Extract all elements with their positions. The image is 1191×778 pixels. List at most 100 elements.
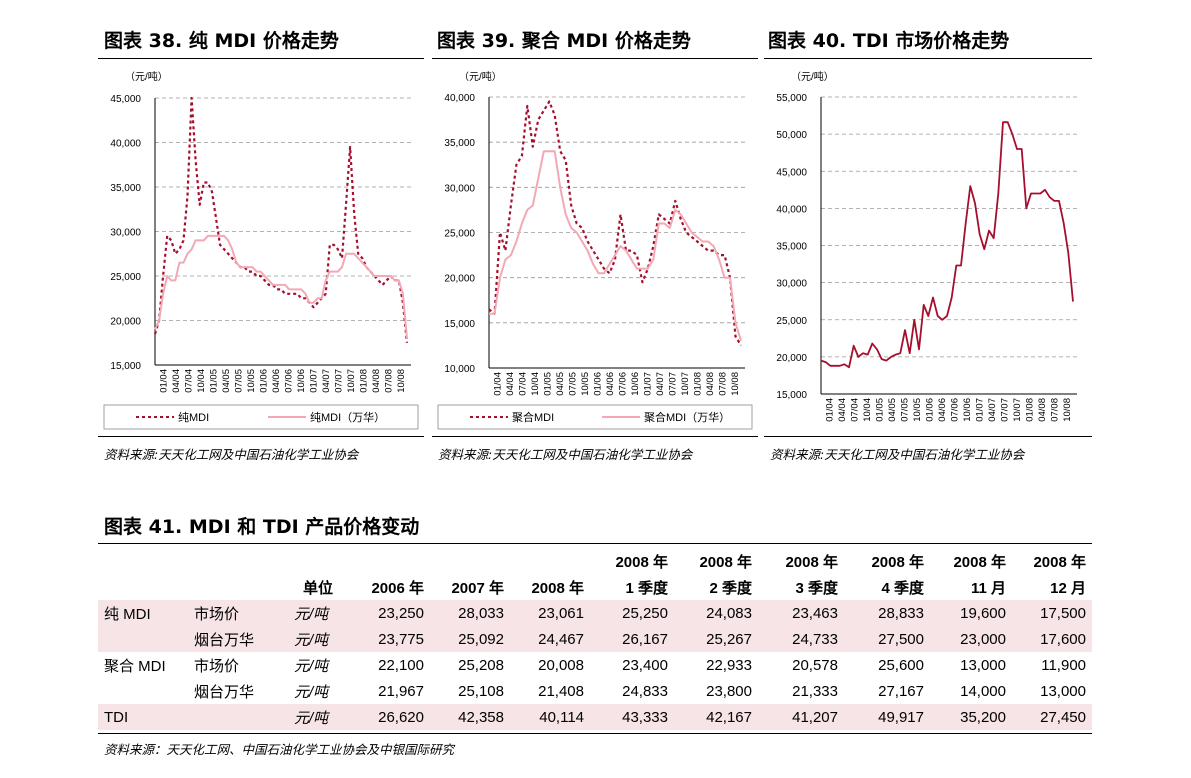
table-cell: 19,600 [930, 600, 1012, 626]
series-line [820, 121, 1074, 369]
y-tick-label: 35,000 [110, 183, 141, 194]
y-unit-label: （元/吨） [125, 70, 168, 83]
header-cell [98, 574, 188, 600]
table-cell: 纯 MDI [98, 600, 188, 626]
table-cell: 25,092 [430, 626, 510, 652]
chart-39-source: 资料来源:天天化工网及中国石油化学工业协会 [438, 447, 693, 462]
x-tick-label: 07/06 [949, 398, 960, 422]
table-row: 烟台万华 元/吨 21,967 25,108 21,408 24,833 23,800 21,… [98, 678, 1092, 704]
table-cell: 27,500 [844, 626, 930, 652]
chart-40-top-rule [764, 58, 1092, 59]
y-tick-label: 40,000 [776, 204, 807, 215]
x-tick-label: 10/06 [962, 398, 973, 422]
table-cell: 市场价 [194, 657, 240, 675]
x-tick-label: 10/04 [196, 369, 207, 393]
x-tick-label: 01/06 [924, 398, 935, 422]
x-tick-label: 10/07 [680, 372, 691, 396]
table-cell: 25,250 [590, 600, 674, 626]
chart-pure-mdi: （元/吨） 15,000 20,000 25,000 30,000 35,000 40,00… [103, 70, 419, 430]
table-cell: 49,917 [844, 704, 930, 730]
header-cell [188, 574, 288, 600]
y-unit-label: （元/吨） [791, 70, 834, 83]
x-tick-label: 07/06 [283, 369, 294, 393]
x-tick-label: 07/08 [1049, 398, 1060, 422]
x-tick-label: 01/07 [308, 369, 319, 393]
y-tick-label: 25,000 [110, 272, 141, 283]
table-cell: 42,358 [430, 704, 510, 730]
header-cell: 12 月 [1050, 579, 1086, 597]
x-tick-label: 01/05 [874, 398, 885, 422]
table-row: 烟台万华 元/吨 23,775 25,092 24,467 26,167 25,267 24,… [98, 626, 1092, 652]
table-cell: 23,775 [348, 626, 430, 652]
table-cell: 14,000 [960, 682, 1006, 700]
header-cell: 2008 年 [699, 553, 752, 571]
table-cell: 22,933 [706, 656, 752, 674]
x-tick-label: 10/04 [530, 372, 541, 396]
table-cell: 25,600 [878, 656, 924, 674]
x-tick-label: 01/08 [1024, 398, 1035, 422]
table-cell: 17,600 [1012, 626, 1092, 652]
chart-polymeric-mdi: （元/吨） 10,000 15,000 20,000 25,000 30,000 35,00… [437, 70, 753, 430]
y-tick-label: 15,000 [110, 361, 141, 372]
y-tick-label: 50,000 [776, 130, 807, 141]
chart-39-top-rule [432, 58, 758, 59]
y-tick-label: 45,000 [776, 167, 807, 178]
header-cell [430, 548, 510, 574]
x-tick-label: 04/04 [505, 372, 516, 396]
table-cell: 28,033 [430, 600, 510, 626]
x-tick-label: 01/08 [358, 369, 369, 393]
y-tick-label: 15,000 [776, 390, 807, 401]
x-tick-label: 04/05 [887, 398, 898, 422]
table-cell: 元/吨 [294, 683, 329, 701]
chart-39-title: 图表 39. 聚合 MDI 价格走势 [437, 30, 691, 52]
x-tick-label: 10/07 [346, 369, 357, 393]
y-tick-label: 25,000 [444, 229, 475, 240]
table-cell: 25,208 [458, 656, 504, 674]
table-cell [98, 626, 188, 652]
series-line [154, 234, 408, 339]
header-cell [188, 548, 288, 574]
x-tick-label: 07/08 [717, 372, 728, 396]
series-line [153, 96, 409, 343]
x-tick-label: 04/08 [1037, 398, 1048, 422]
header-cell: 1 季度 [625, 579, 668, 597]
header-cell: 2008 年 [953, 553, 1006, 571]
chart-40-source: 资料来源:天天化工网及中国石油化学工业协会 [770, 447, 1025, 462]
table-cell: 24,083 [674, 600, 758, 626]
x-tick-label: 04/06 [271, 369, 282, 393]
table-cell: 元/吨 [288, 704, 348, 730]
x-tick-label: 10/05 [246, 369, 257, 393]
table-cell: 23,250 [348, 600, 430, 626]
y-unit-label: （元/吨） [459, 70, 502, 83]
table-cell: 元/吨 [288, 626, 348, 652]
x-tick-label: 07/04 [517, 372, 528, 396]
x-tick-label: 10/05 [580, 372, 591, 396]
table-cell: 20,578 [792, 656, 838, 674]
x-tick-label: 04/04 [171, 369, 182, 393]
y-tick-label: 55,000 [776, 93, 807, 104]
series-line [488, 100, 742, 346]
x-tick-label: 04/06 [605, 372, 616, 396]
x-tick-label: 07/05 [567, 372, 578, 396]
y-tick-label: 25,000 [776, 316, 807, 327]
x-tick-label: 07/04 [849, 398, 860, 422]
table-cell: TDI [98, 704, 188, 730]
header-cell: 3 季度 [795, 579, 838, 597]
header-cell [348, 548, 430, 574]
x-tick-label: 07/07 [999, 398, 1010, 422]
chart-40-title: 图表 40. TDI 市场价格走势 [768, 30, 1010, 52]
table-cell: 17,500 [1012, 600, 1092, 626]
table-cell: 11,900 [1041, 656, 1086, 674]
table-cell: 21,333 [792, 682, 838, 700]
table-cell: 35,200 [930, 704, 1012, 730]
x-tick-label: 01/05 [542, 372, 553, 396]
x-tick-label: 04/06 [937, 398, 948, 422]
table-cell: 元/吨 [294, 657, 329, 675]
y-tick-label: 40,000 [444, 93, 475, 104]
table-cell: 市场价 [188, 600, 288, 626]
chart-39-bottom-rule [432, 436, 758, 437]
x-tick-label: 01/04 [492, 372, 503, 396]
y-tick-label: 45,000 [110, 94, 141, 105]
x-tick-label: 04/08 [705, 372, 716, 396]
header-cell: 4 季度 [881, 579, 924, 597]
